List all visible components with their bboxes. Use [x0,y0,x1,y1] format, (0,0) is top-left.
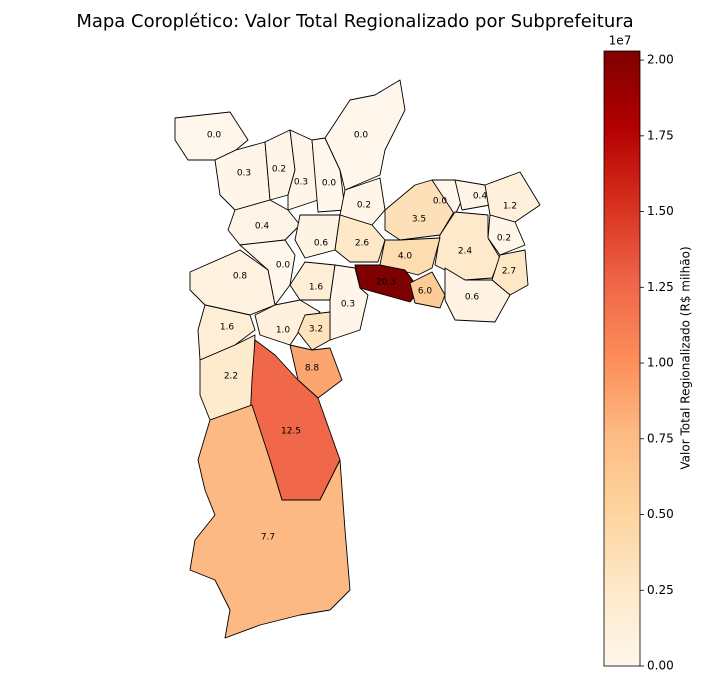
colorbar-tick-label: 0.50 [647,507,674,521]
region-label: 3.2 [309,325,323,335]
region [297,311,331,351]
region-label: 0.4 [255,222,270,232]
region-label: 0.3 [341,300,355,310]
region-label: 7.7 [261,533,275,543]
region [189,404,351,639]
region-label: 2.2 [224,372,238,382]
region [294,214,341,259]
region-label: 1.0 [276,326,291,336]
region [339,177,386,226]
region-label: 0.3 [237,169,251,179]
region-label: 0.3 [294,178,308,188]
region [227,199,301,246]
region [384,179,456,241]
region-label: 1.6 [309,283,324,293]
colorbar-offset: 1e7 [609,34,632,48]
region-label: 0.6 [314,239,329,249]
region [189,249,276,316]
colorbar-tick-label: 2.00 [647,53,674,67]
region-label: 1.2 [503,202,517,212]
regions: 0.0 0.3 0.2 0.3 0.0 0.0 0.2 0.4 0.6 2.6 3.5 0.0 0.4 1… [174,79,541,639]
region-label: 3.5 [412,215,426,225]
region-label: 0.8 [233,272,248,282]
region [409,271,446,309]
region-label: 2.4 [458,247,473,257]
region-label: 4.0 [398,252,413,262]
region-label: 0.4 [473,192,488,202]
colorbar-tick-label: 0.00 [647,659,674,673]
region-label: 1.6 [220,323,235,333]
region [484,171,541,223]
region-label: 12.5 [281,427,301,437]
colorbar [603,50,641,667]
region-label: 6.0 [418,287,433,297]
colorbar-tick-label: 1.75 [647,128,674,142]
colorbar-tick-label: 0.25 [647,583,674,597]
region [311,137,346,213]
map-title: Mapa Coroplético: Valor Total Regionaliz… [76,11,633,32]
region-label: 0.6 [465,293,480,303]
region-label: 0.0 [322,179,337,189]
region-label: 0.0 [354,131,369,141]
region [324,79,406,191]
region [289,261,336,301]
region-label: 0.2 [497,234,511,244]
region-label: 20.3 [376,278,396,288]
colorbar-tick-label: 1.50 [647,204,674,218]
colorbar-tick-label: 1.00 [647,356,674,370]
region-label: 8.8 [305,364,320,374]
colorbar-tick-label: 0.75 [647,431,674,445]
region-label: 0.2 [272,165,286,175]
region [491,249,529,296]
colorbar-label: Valor Total Regionalizado (R$ milhão) [679,246,693,469]
region [329,264,369,341]
region-label: 0.0 [433,197,448,207]
region-label: 2.7 [502,267,516,277]
region-label: 2.6 [355,239,370,249]
region-label: 0.2 [357,201,371,211]
region-label: 0.0 [276,261,291,271]
region [444,267,511,323]
colorbar-tick-label: 1.25 [647,280,674,294]
region [334,214,386,263]
region-label: 0.0 [207,131,222,141]
